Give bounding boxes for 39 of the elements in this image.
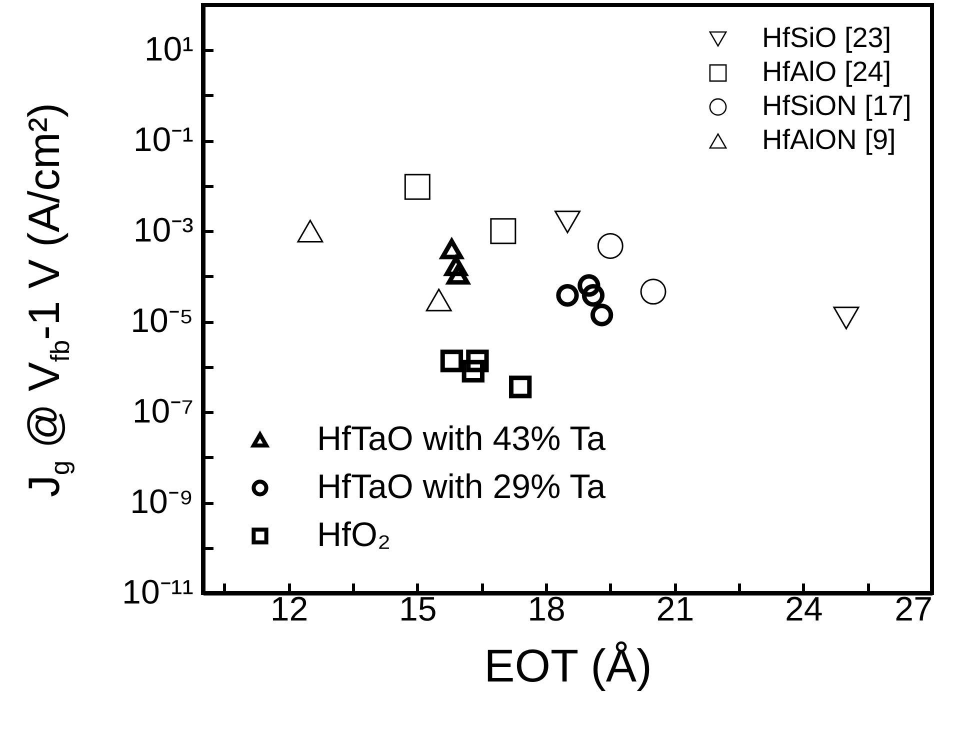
point	[590, 304, 614, 326]
point	[833, 306, 860, 330]
y-tick-label: 10⁻⁵	[130, 302, 194, 340]
legend-label: HfTaO with 43% Ta	[317, 420, 606, 458]
point	[578, 274, 600, 297]
x-tick-label: 18	[528, 590, 566, 628]
x-tick-label: 21	[656, 590, 694, 628]
legend-label: HfO₂	[317, 516, 391, 554]
legend-label: HfSiO [23]	[762, 22, 892, 53]
point	[490, 218, 516, 244]
x-tick-label: 27	[894, 590, 932, 628]
point	[640, 278, 666, 305]
x-tick-label: 12	[270, 590, 308, 628]
y-tick-label: 10⁻¹	[133, 121, 194, 160]
point	[426, 288, 452, 312]
x-tick-label: 15	[399, 590, 437, 628]
legend-label: HfTaO with 29% Ta	[317, 468, 606, 506]
point	[466, 350, 489, 372]
y-tick-label: 10⁻⁹	[130, 483, 194, 522]
legend-label: HfSiON [17]	[762, 90, 912, 121]
point	[597, 233, 624, 259]
point	[446, 264, 470, 285]
point	[297, 220, 324, 243]
y-tick-label: 10⁻⁷	[132, 392, 194, 431]
legend-label: HfAlO [24]	[762, 56, 892, 87]
point	[508, 376, 532, 398]
point	[554, 210, 580, 234]
x-axis-title: EOT (Å)	[484, 640, 652, 692]
point	[440, 350, 464, 372]
y-tick-label: 10⁻¹¹	[122, 574, 194, 612]
point	[556, 284, 579, 307]
y-tick-label: 10⁻³	[133, 212, 194, 250]
legend-label: HfAlON [9]	[762, 124, 896, 155]
point	[444, 256, 468, 276]
point	[462, 360, 484, 383]
y-tick-label: 10¹	[144, 30, 194, 69]
point	[404, 174, 430, 200]
point	[582, 284, 605, 307]
x-tick-label: 24	[784, 590, 823, 628]
